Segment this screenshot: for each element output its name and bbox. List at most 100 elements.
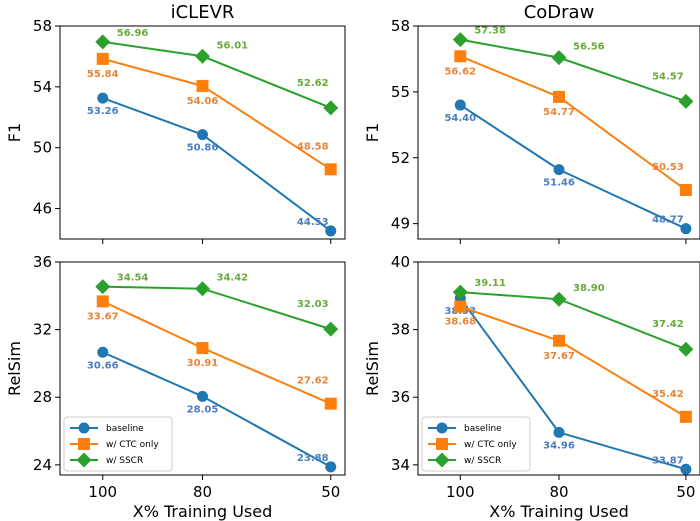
y-tick-label: 28 — [33, 388, 52, 406]
y-axis-label: RelSim — [363, 341, 382, 396]
y-tick-label: 40 — [391, 253, 410, 271]
data-label: 56.96 — [117, 28, 149, 39]
data-label: 30.66 — [87, 360, 119, 371]
y-tick-label: 58 — [33, 17, 52, 35]
x-tick-label: 50 — [676, 483, 695, 501]
y-tick-label: 32 — [33, 321, 52, 339]
y-tick-label: 55 — [391, 83, 410, 101]
x-tick-label: 100 — [88, 483, 117, 501]
data-point — [679, 184, 692, 197]
legend-label: baseline — [464, 424, 502, 434]
data-point — [553, 90, 565, 103]
data-label: 51.46 — [543, 178, 575, 189]
legend-label: baseline — [106, 424, 144, 434]
y-tick-label: 50 — [33, 139, 52, 157]
chart-panel-4: 34363840100805038.9334.9633.8738.6837.67… — [363, 253, 700, 521]
legend-marker — [436, 422, 448, 434]
data-label: 28.05 — [187, 404, 219, 415]
x-tick-label: 50 — [321, 483, 340, 501]
legend-marker — [78, 438, 90, 450]
axes-frame — [417, 25, 700, 240]
data-label: 57.38 — [474, 26, 506, 37]
data-point — [553, 334, 565, 347]
legend-label: w/ SSCR — [106, 456, 143, 466]
data-label: 32.03 — [297, 299, 329, 310]
y-axis-label: F1 — [363, 123, 382, 142]
data-point — [678, 341, 694, 357]
y-tick-label: 58 — [391, 17, 410, 35]
y-tick-label: 34 — [391, 456, 410, 474]
legend: baseline w/ CTC only w/ SSCR — [421, 416, 531, 472]
legend-box — [421, 416, 531, 472]
data-label: 30.91 — [187, 358, 219, 369]
data-label: 33.87 — [652, 455, 684, 466]
data-label: 54.57 — [652, 71, 684, 82]
y-tick-label: 49 — [391, 215, 410, 233]
data-label: 38.68 — [444, 317, 476, 328]
data-point — [324, 163, 337, 176]
data-point — [553, 426, 565, 438]
x-axis-label: X% Training Used — [133, 502, 273, 521]
data-point — [197, 390, 208, 402]
series-line-w-ctc-only — [102, 300, 332, 405]
x-tick-label: 100 — [446, 483, 475, 501]
data-point — [680, 463, 692, 475]
data-point — [679, 410, 692, 423]
data-point — [97, 92, 109, 104]
data-label: 52.62 — [297, 78, 329, 89]
y-tick-label: 36 — [33, 253, 52, 271]
data-label: 37.42 — [652, 319, 684, 330]
data-label: 55.84 — [87, 69, 119, 80]
data-point — [324, 397, 337, 410]
x-tick-label: 80 — [549, 483, 568, 501]
data-point — [454, 300, 467, 313]
data-label: 48.77 — [652, 215, 684, 226]
data-point — [680, 223, 692, 235]
data-point — [195, 281, 210, 297]
data-label: 23.88 — [297, 453, 329, 464]
y-tick-label: 36 — [391, 388, 410, 406]
y-axis-label: F1 — [5, 123, 24, 142]
data-label: 53.26 — [87, 106, 119, 117]
y-tick-label: 24 — [33, 456, 52, 474]
data-point — [97, 346, 109, 358]
legend-box — [63, 416, 173, 472]
y-tick-label: 54 — [33, 78, 52, 96]
y-axis-label: RelSim — [5, 341, 24, 396]
y-tick-label: 52 — [391, 149, 410, 167]
data-point — [454, 50, 467, 63]
legend-marker — [78, 422, 90, 434]
data-point — [196, 79, 209, 92]
y-tick-label: 38 — [391, 321, 410, 339]
data-label: 34.96 — [543, 440, 575, 451]
chart-panel-1: 46 50 54 58 53.26 50.86 44.53 55.84 54.06 48.58 56… — [5, 2, 346, 244]
data-label: 48.58 — [297, 141, 329, 152]
data-label: 54.06 — [187, 96, 219, 107]
data-point — [96, 52, 109, 65]
axes-frame — [59, 25, 346, 240]
axes-frame — [417, 261, 700, 476]
legend-label: w/ CTC only — [106, 440, 159, 450]
data-point — [452, 32, 468, 48]
data-label: 38.90 — [573, 283, 605, 294]
data-label: 54.77 — [543, 107, 575, 118]
data-point — [454, 99, 466, 111]
legend-marker — [434, 452, 450, 468]
data-label: 34.54 — [117, 273, 149, 284]
series-line-baseline — [102, 97, 332, 232]
data-point — [452, 284, 468, 300]
data-point — [551, 291, 567, 307]
data-point — [96, 295, 109, 308]
data-point — [551, 50, 567, 66]
data-point — [325, 225, 337, 237]
data-label: 50.53 — [652, 162, 684, 173]
data-point — [197, 129, 208, 141]
data-point — [678, 93, 694, 109]
x-tick-label: 80 — [193, 483, 212, 501]
data-label: 54.40 — [444, 113, 476, 124]
data-point — [553, 164, 565, 176]
data-point — [323, 321, 339, 337]
data-label: 27.62 — [297, 376, 329, 387]
data-point — [325, 461, 337, 473]
